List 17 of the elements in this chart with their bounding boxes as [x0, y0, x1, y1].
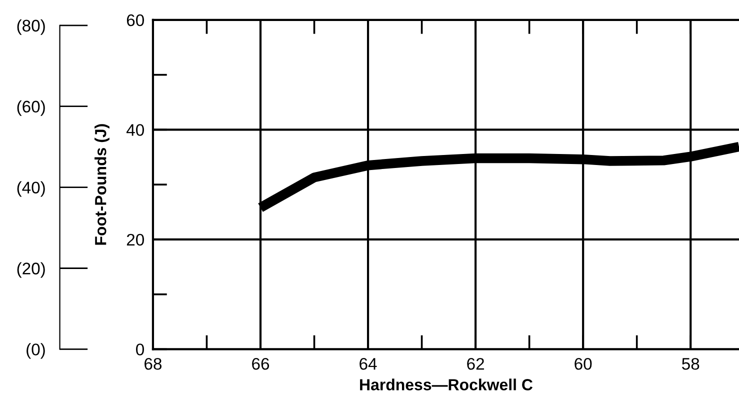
- y2-tick-label: (60): [17, 100, 45, 116]
- x-tick-label: 58: [682, 358, 700, 370]
- y2-tick-label: (80): [17, 19, 45, 35]
- x-tick-label: 68: [144, 358, 162, 370]
- x-tick-label: 64: [360, 358, 377, 370]
- y-tick-label: 40: [126, 124, 144, 136]
- y-tick-label: 60: [126, 14, 144, 26]
- x-tick-label: 66: [252, 358, 270, 370]
- y-tick-label: 20: [126, 234, 144, 246]
- y2-tick-label: (0): [26, 343, 45, 359]
- y-axis-title: Foot-Pounds (J): [94, 124, 110, 245]
- x-tick-label: 62: [467, 358, 484, 370]
- y2-tick-label: (20): [17, 262, 45, 278]
- x-tick-label: 60: [574, 358, 592, 370]
- x-axis-title: Hardness—Rockwell C: [360, 378, 533, 390]
- y-tick-label: 0: [136, 344, 144, 356]
- y2-tick-label: (40): [17, 181, 45, 197]
